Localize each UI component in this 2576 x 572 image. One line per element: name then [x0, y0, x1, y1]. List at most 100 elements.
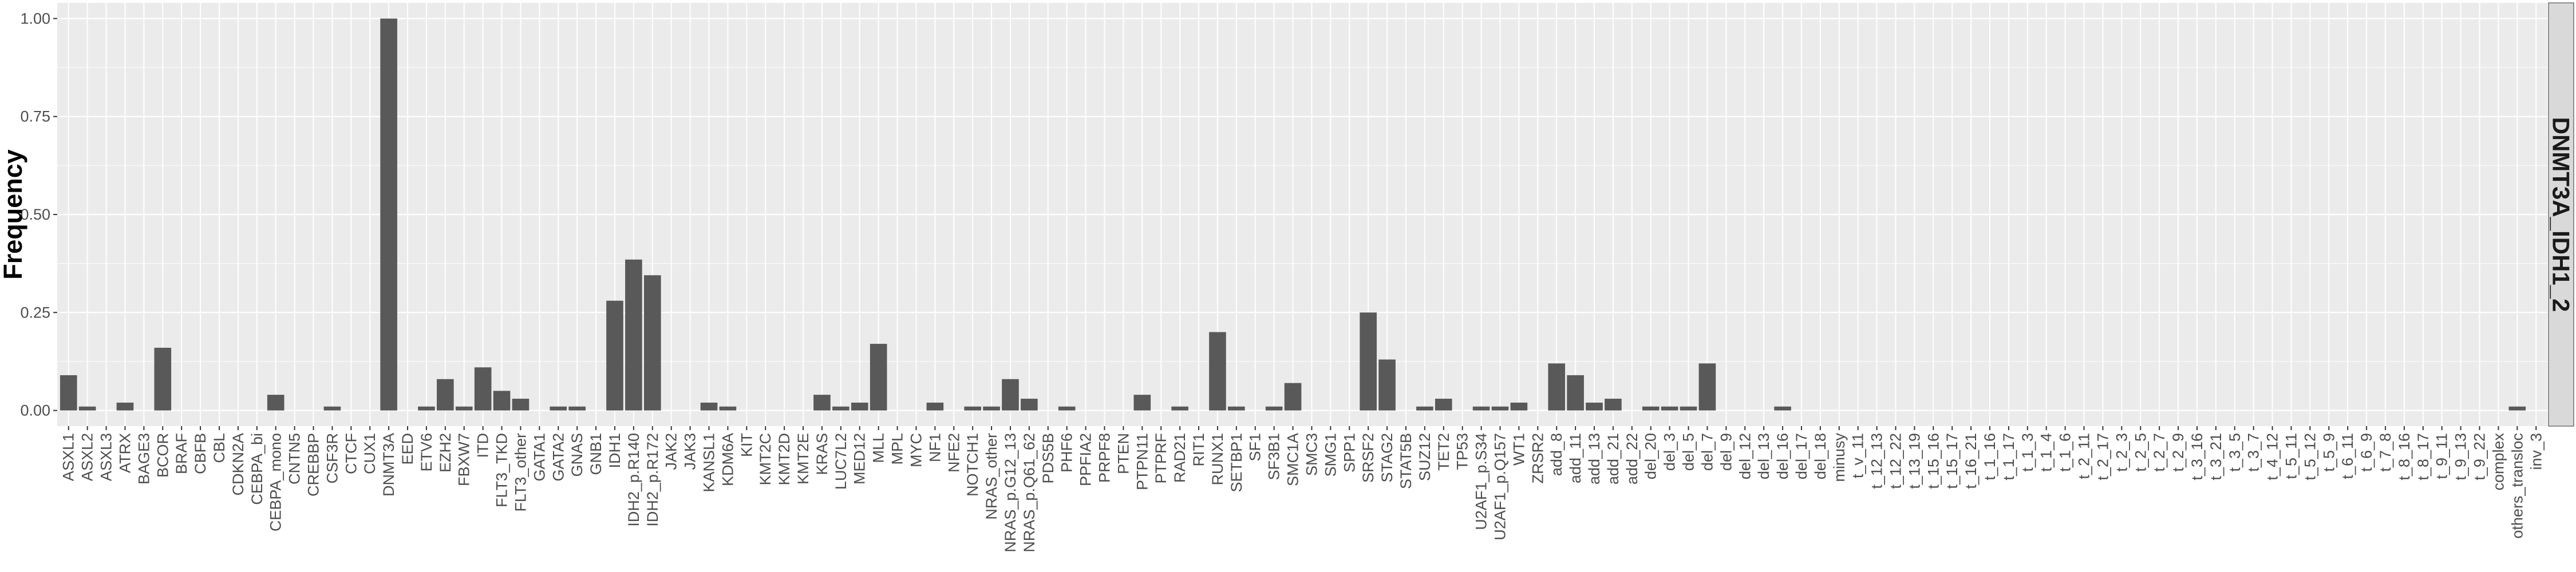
x-tick-label: SETBP1: [1228, 433, 1245, 492]
y-axis: 0.00 0.25 0.50 0.75 1.00: [20, 10, 57, 419]
x-tick-label: t_3_5: [2226, 433, 2243, 472]
x-tick-label: t_1_16: [1981, 433, 1998, 480]
bar-add_13: [1586, 402, 1603, 411]
x-tick-label: t_2_9: [2170, 433, 2187, 472]
x-tick-label: t_9_22: [2471, 433, 2488, 480]
x-tick-label: add_11: [1567, 433, 1584, 483]
bar-MED12: [851, 402, 868, 411]
x-tick-label: t_6_11: [2339, 433, 2356, 479]
bar-others_transloc: [2508, 406, 2526, 411]
x-tick-label: t_3_16: [2188, 433, 2206, 480]
x-tick-label: GNAS: [568, 433, 586, 477]
x-tick-label: t_15_16: [1925, 433, 1942, 489]
x-tick-label: RUNX1: [1209, 433, 1226, 486]
bar-MLL: [870, 344, 887, 411]
x-tick-label: t_9_13: [2452, 433, 2470, 480]
x-tick-label: ASXL3: [98, 433, 115, 481]
x-tick-label: t_2_7: [2151, 433, 2168, 472]
bar-NRAS_other: [983, 406, 1000, 411]
x-tick-label: U2AF1_p.Q157: [1491, 433, 1508, 541]
x-tick-label: PHF6: [1058, 433, 1076, 472]
x-tick-label: SMC3: [1303, 433, 1320, 476]
x-tick-label: add_8: [1548, 433, 1565, 476]
x-tick-label: IDH2_p.R140: [625, 433, 642, 527]
x-tick-label: KRAS: [813, 433, 831, 475]
x-tick-label: del_20: [1642, 433, 1660, 479]
bar-ETV6: [418, 406, 435, 411]
gridlines: [57, 3, 2547, 426]
x-tick-label: complex: [2490, 433, 2507, 491]
x-tick-label: CBFB: [192, 433, 209, 474]
x-tick-label: del_13: [1755, 433, 1772, 479]
x-tick-label: U2AF1_p.S34: [1473, 433, 1490, 530]
y-tick-label: 0.00: [20, 402, 50, 419]
x-tick-label: t_15_17: [1943, 433, 1961, 489]
bar-SETBP1: [1228, 406, 1245, 411]
x-tick-label: t_1_4: [2038, 433, 2055, 472]
x-tick-label: RAD21: [1171, 433, 1188, 483]
y-tick-label: 0.25: [20, 304, 50, 321]
bar-PHF6: [1058, 406, 1076, 411]
bar-del_20: [1642, 406, 1660, 411]
x-tick-label: STAG2: [1378, 433, 1396, 483]
x-tick-label: NRAS_p.Q61_62: [1021, 433, 1038, 553]
x-tick-label: ITD: [475, 433, 492, 458]
x-tick-label: IDH1: [606, 433, 623, 468]
x-tick-label: KDM6A: [719, 433, 736, 486]
bar-del_16: [1774, 406, 1791, 411]
x-tick-label: PDS5B: [1040, 433, 1057, 484]
x-tick-label: t_8_16: [2396, 433, 2413, 480]
x-tick-label: BCOR: [154, 433, 171, 478]
x-tick-label: CDKN2A: [230, 433, 247, 496]
x-tick-label: t_1_17: [2000, 433, 2017, 480]
x-tick-label: t_1_6: [2057, 433, 2074, 472]
x-tick-label: t_7_8: [2377, 433, 2394, 472]
x-tick-label: PTPRF: [1152, 433, 1170, 484]
bar-add_11: [1567, 375, 1584, 411]
x-tick-label: BAGE3: [135, 433, 152, 484]
bar-CEBPA_mono: [267, 395, 285, 411]
x-tick-label: minusy: [1831, 433, 1848, 482]
x-tick-label: SMG1: [1322, 433, 1339, 477]
bar-U2AF1_p.S34: [1472, 406, 1490, 411]
bar-SMC1A: [1284, 383, 1302, 411]
x-tick-label: del_3: [1661, 433, 1678, 471]
bar-GNAS: [568, 406, 586, 411]
x-tick-label: GNB1: [587, 433, 605, 475]
bar-KDM6A: [719, 406, 737, 411]
bar-ASXL1: [60, 375, 77, 411]
x-tick-label: JAK3: [682, 433, 699, 470]
x-tick-label: KMT2D: [776, 433, 793, 486]
bar-FLT3_other: [512, 399, 530, 411]
x-tick-label: CTCF: [342, 433, 359, 474]
x-tick-label: PTPN11: [1133, 433, 1151, 490]
x-tick-label: IDH2_p.R172: [644, 433, 661, 527]
x-tick-label: MLL: [870, 433, 887, 463]
x-tick-label: del_7: [1698, 433, 1716, 471]
x-tick-label: t_4_12: [2264, 433, 2281, 480]
bar-NOTCH1: [964, 406, 981, 411]
x-tick-label: del_16: [1774, 433, 1791, 479]
bar-IDH1: [606, 300, 623, 411]
x-tick-label: STAT5B: [1397, 433, 1415, 489]
y-axis-title: Frequency: [0, 149, 27, 280]
x-tick-label: NRAS_p.G12_13: [1002, 433, 1019, 553]
facet-strip: [2548, 2, 2574, 427]
x-tick-label: t_12_13: [1868, 433, 1886, 489]
bar-del_5: [1680, 406, 1697, 411]
bar-DNMT3A: [380, 18, 397, 411]
bar-IDH2_p.R140: [625, 259, 642, 411]
bar-STAG2: [1378, 359, 1396, 411]
bar-WT1: [1510, 402, 1528, 411]
bar-LUC7L2: [832, 406, 850, 411]
x-tick-label: t_v_11: [1850, 433, 1867, 478]
x-tick-label: add_22: [1623, 433, 1641, 484]
bar-ASXL2: [78, 406, 96, 411]
x-tick-label: t_3_21: [2207, 433, 2225, 480]
x-tick-label: SUZ12: [1416, 433, 1433, 481]
x-tick-label: NF1: [926, 433, 943, 462]
x-tick-label: PPFIA2: [1077, 433, 1095, 486]
y-tick-label: 0.75: [20, 108, 50, 125]
x-tick-label: add_13: [1586, 433, 1603, 484]
bar-NRAS_p.G12_13: [1002, 379, 1019, 411]
